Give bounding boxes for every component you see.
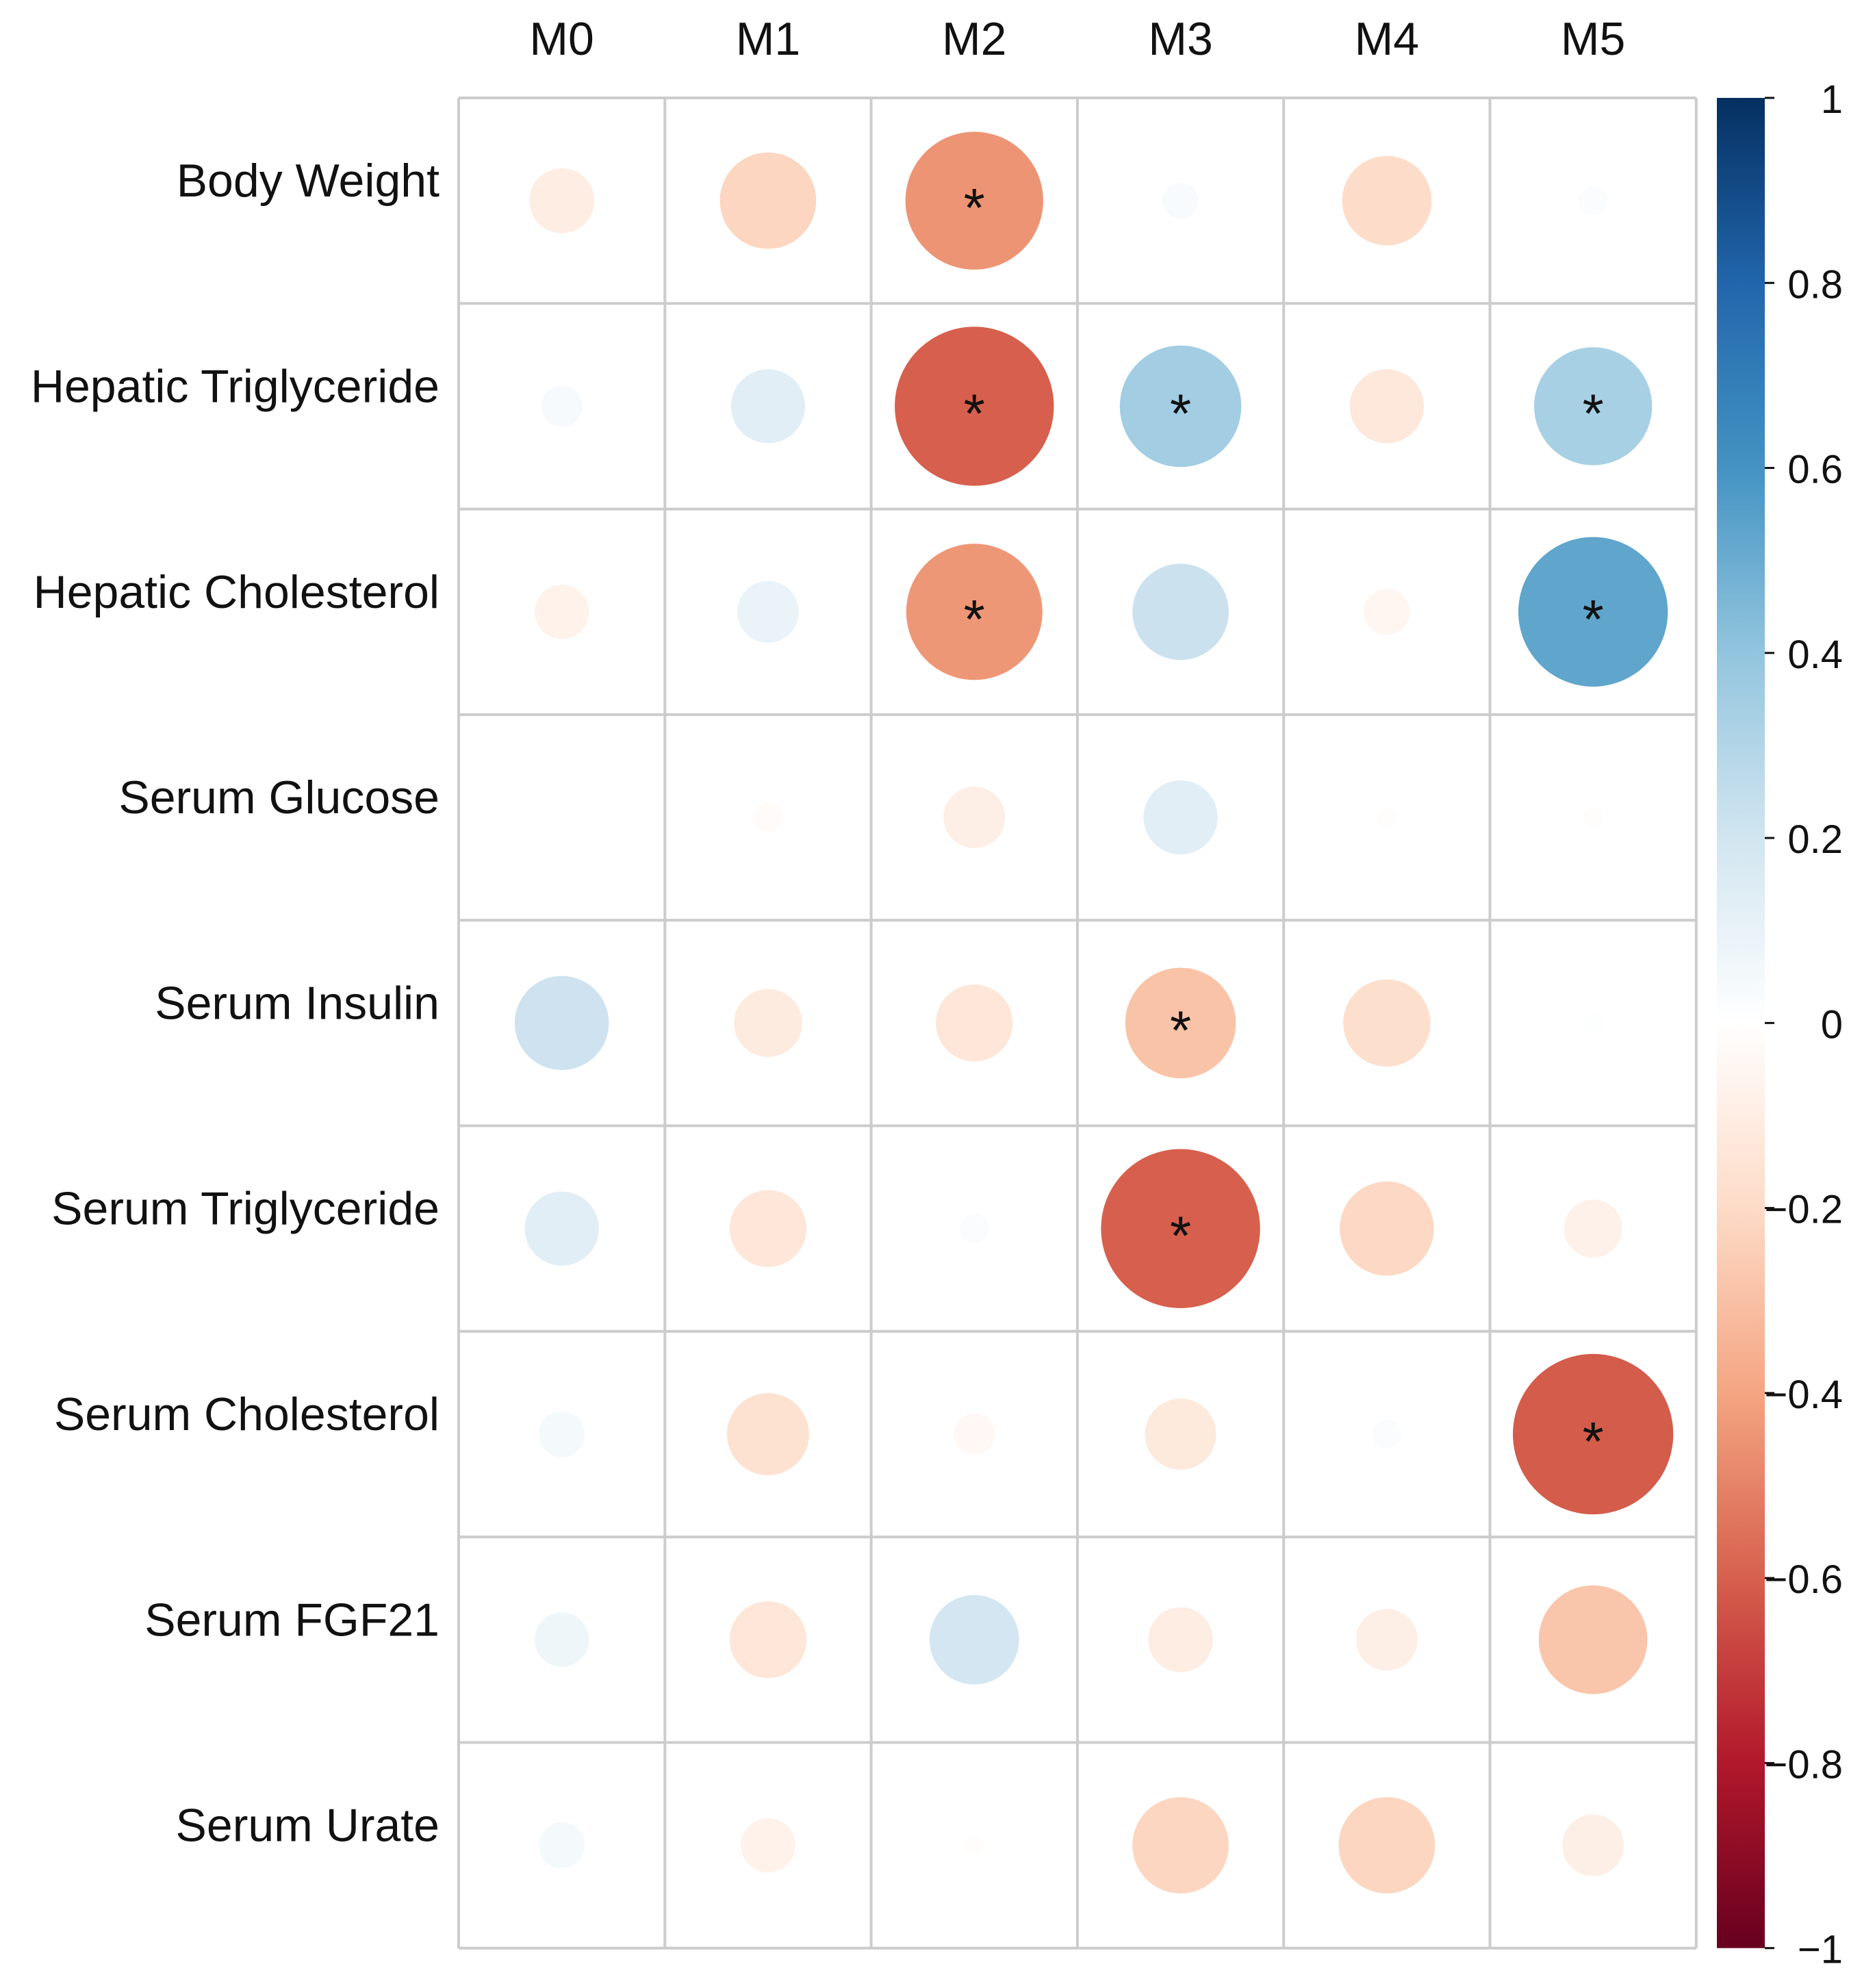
- row-label: Serum Insulin: [155, 977, 439, 1029]
- row-label: Serum Triglyceride: [51, 1183, 439, 1235]
- correlation-circle: [729, 1601, 807, 1679]
- correlation-circle: [1125, 967, 1236, 1079]
- row-label: Serum Cholesterol: [54, 1388, 439, 1440]
- column-label: M4: [1355, 13, 1419, 65]
- correlation-circle: [734, 989, 802, 1058]
- correlation-circle: [1578, 186, 1608, 216]
- correlation-circle: [1340, 1181, 1434, 1276]
- colorbar-tick-label: −0.8: [1765, 1742, 1844, 1787]
- column-label: M5: [1561, 13, 1625, 65]
- colorbar-tick-label: 0.6: [1787, 448, 1843, 492]
- row-label: Serum Glucose: [118, 772, 439, 824]
- colorbar-tick-label: 0.2: [1787, 817, 1843, 862]
- correlation-circle: [1533, 347, 1653, 466]
- significance-marker: *: [1583, 589, 1604, 650]
- row-label: Serum Urate: [176, 1800, 439, 1852]
- correlation-circle: [1162, 183, 1199, 219]
- correlation-circle: [1148, 1607, 1213, 1672]
- correlation-circle: [534, 1612, 589, 1667]
- correlation-circle: [1372, 1419, 1402, 1449]
- correlation-circle: [726, 1392, 809, 1475]
- correlation-circle: [1101, 1149, 1260, 1308]
- row-label: Body Weight: [177, 155, 439, 207]
- correlation-circle: [541, 385, 583, 427]
- correlation-circle: [737, 581, 799, 643]
- correlation-circle: [1132, 563, 1229, 661]
- correlation-circle: [539, 1411, 585, 1457]
- significance-markers: * * * * * * * * *: [964, 177, 1604, 1472]
- significance-marker: *: [1170, 999, 1191, 1060]
- correlation-circle: [1583, 807, 1604, 828]
- correlation-circle: [1364, 589, 1410, 635]
- colorbar-tick-label: 0.8: [1787, 262, 1843, 307]
- correlation-circle: [534, 585, 589, 639]
- colorbar-gradient: [1717, 98, 1765, 1948]
- colorbar-tick-label: −0.6: [1765, 1557, 1844, 1602]
- correlation-circle: [1355, 1609, 1418, 1671]
- correlation-circle: [1132, 1797, 1229, 1894]
- correlation-circles: [514, 131, 1674, 1894]
- row-label: Serum FGF21: [144, 1594, 439, 1646]
- significance-marker: *: [1170, 383, 1191, 444]
- correlation-circle: [954, 1413, 995, 1455]
- significance-marker: *: [1583, 1411, 1604, 1472]
- correlation-circle: [1119, 345, 1242, 468]
- column-label: M2: [942, 13, 1006, 65]
- column-label: M3: [1148, 13, 1212, 65]
- correlation-circle: [1143, 780, 1218, 855]
- correlation-circle: [964, 1835, 985, 1856]
- correlation-circle: [906, 544, 1043, 680]
- colorbar-tick-label: −0.2: [1765, 1188, 1844, 1232]
- colorbar-tick-label: −1: [1798, 1928, 1843, 1972]
- correlation-circle: [1145, 1398, 1216, 1470]
- significance-marker: *: [1170, 1206, 1191, 1266]
- correlation-circle: [529, 168, 595, 233]
- correlation-circle: [1583, 1012, 1604, 1034]
- correlation-circle: [929, 1594, 1019, 1685]
- correlation-circle: [514, 976, 609, 1071]
- colorbar-tick-label: 0: [1821, 1002, 1843, 1047]
- correlation-circle: [1376, 807, 1397, 828]
- grid: [457, 97, 1698, 1950]
- correlation-circle: [1349, 369, 1424, 444]
- correlation-circle: [753, 802, 783, 832]
- significance-marker: *: [964, 589, 985, 650]
- correlation-circle: [936, 984, 1013, 1062]
- correlation-circle: [524, 1191, 599, 1266]
- significance-marker: *: [964, 177, 985, 238]
- column-labels: M0 M1 M2 M3 M4 M5: [529, 13, 1625, 65]
- correlation-circle: [960, 1214, 989, 1243]
- correlation-circle: [895, 327, 1054, 486]
- correlation-circle: [1343, 979, 1431, 1067]
- correlation-circle: [539, 1822, 585, 1869]
- correlation-circle: [1342, 155, 1432, 246]
- correlation-circle: [1338, 1797, 1436, 1894]
- significance-marker: *: [1583, 383, 1604, 444]
- row-label: Hepatic Triglyceride: [31, 360, 439, 412]
- correlation-circle: [1512, 1353, 1674, 1515]
- row-labels: Body Weight Hepatic Triglyceride Hepatic C…: [31, 155, 439, 1851]
- correlation-circle: [905, 131, 1043, 270]
- correlation-circle: [719, 152, 817, 249]
- correlation-circle: [1538, 1585, 1648, 1694]
- correlation-circle: [730, 369, 806, 444]
- colorbar-tick-label: 1: [1821, 77, 1843, 122]
- colorbar-tick-label: 0.4: [1787, 633, 1843, 677]
- significance-marker: *: [964, 383, 985, 444]
- correlation-circle: [943, 787, 1006, 849]
- correlation-circle: [729, 1190, 807, 1267]
- colorbar-tick-label: −0.4: [1765, 1373, 1844, 1417]
- column-label: M0: [529, 13, 594, 65]
- colorbar: 1 0.8 0.6 0.4 0.2 0 −0.2 −0.4 −0.6 −0.8 −1: [1717, 77, 1843, 1972]
- correlation-circle: [1518, 537, 1668, 687]
- correlation-circle: [1562, 1814, 1624, 1876]
- row-label: Hepatic Cholesterol: [34, 566, 439, 618]
- column-label: M1: [736, 13, 800, 65]
- correlation-circle: [1564, 1199, 1622, 1258]
- correlation-circle: [741, 1818, 795, 1873]
